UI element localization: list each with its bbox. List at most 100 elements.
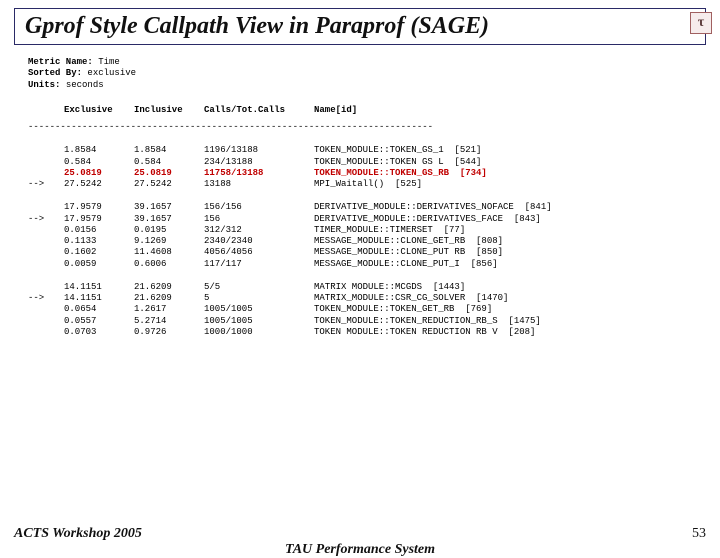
cell-inclusive: 25.0819 [134, 168, 204, 179]
cell-exclusive: 0.0654 [64, 304, 134, 315]
meta-metric: Metric Name: Time [28, 57, 700, 68]
cell-inclusive: 21.6209 [134, 293, 204, 304]
table-row: 0.00590.6006117/117MESSAGE_MODULE::CLONE… [28, 259, 700, 270]
cell-exclusive: 0.1133 [64, 236, 134, 247]
cell-name: MESSAGE_MODULE::CLONE_GET_RB [808] [314, 236, 503, 247]
meta-sorted: Sorted By: exclusive [28, 68, 700, 79]
col-inclusive: Inclusive [134, 105, 204, 116]
cell-name: TOKEN_MODULE::TOKEN_GS_RB [734] [314, 168, 487, 179]
data-block: 1.85841.85841196/13188TOKEN_MODULE::TOKE… [28, 145, 700, 190]
cell-exclusive: 17.9579 [64, 214, 134, 225]
cell-inclusive: 0.584 [134, 157, 204, 168]
meta-metric-value: Time [98, 57, 120, 67]
cell-exclusive: 25.0819 [64, 168, 134, 179]
table-row: 0.5840.584234/13188TOKEN_MODULE::TOKEN G… [28, 157, 700, 168]
cell-calls: 13188 [204, 179, 314, 190]
cell-exclusive: 14.1151 [64, 282, 134, 293]
cell-exclusive: 1.8584 [64, 145, 134, 156]
cell-calls: 117/117 [204, 259, 314, 270]
cell-exclusive: 14.1151 [64, 293, 134, 304]
data-blocks: 1.85841.85841196/13188TOKEN_MODULE::TOKE… [28, 145, 700, 338]
cell-name: MATRIX_MODULE::CSR_CG_SOLVER [1470] [314, 293, 508, 304]
arrow-indicator: --> [28, 214, 64, 225]
cell-name: TIMER_MODULE::TIMERSET [77] [314, 225, 465, 236]
cell-calls: 312/312 [204, 225, 314, 236]
cell-exclusive: 0.0156 [64, 225, 134, 236]
table-row: 14.115121.62095/5MATRIX MODULE::MCGDS [1… [28, 282, 700, 293]
cell-name: TOKEN_MODULE::TOKEN_GS_1 [521] [314, 145, 481, 156]
cell-name: MESSAGE_MODULE::CLONE_PUT RB [850] [314, 247, 503, 258]
profile-content: Metric Name: Time Sorted By: exclusive U… [0, 49, 720, 338]
cell-inclusive: 39.1657 [134, 214, 204, 225]
meta-metric-label: Metric Name: [28, 57, 93, 67]
tau-glyph: τ [698, 15, 704, 31]
cell-name: MATRIX MODULE::MCGDS [1443] [314, 282, 465, 293]
cell-name: MPI_Waitall() [525] [314, 179, 422, 190]
cell-name: TOKEN_MODULE::TOKEN GS L [544] [314, 157, 481, 168]
meta-units-label: Units: [28, 80, 60, 90]
table-row: 0.11339.12692340/2340MESSAGE_MODULE::CLO… [28, 236, 700, 247]
table-row: 1.85841.85841196/13188TOKEN_MODULE::TOKE… [28, 145, 700, 156]
cell-calls: 4056/4056 [204, 247, 314, 258]
cell-inclusive: 9.1269 [134, 236, 204, 247]
cell-exclusive: 17.9579 [64, 202, 134, 213]
table-row: 0.01560.0195312/312TIMER_MODULE::TIMERSE… [28, 225, 700, 236]
meta-units: Units: seconds [28, 80, 700, 91]
cell-calls: 1196/13188 [204, 145, 314, 156]
table-row: 17.957939.1657156/156DERIVATIVE_MODULE::… [28, 202, 700, 213]
cell-calls: 1005/1005 [204, 304, 314, 315]
tau-badge-icon: τ [690, 12, 712, 34]
cell-inclusive: 21.6209 [134, 282, 204, 293]
cell-calls: 5/5 [204, 282, 314, 293]
col-exclusive: Exclusive [64, 105, 134, 116]
cell-inclusive: 1.2617 [134, 304, 204, 315]
meta-units-value: seconds [66, 80, 104, 90]
cell-calls: 156/156 [204, 202, 314, 213]
footer-center: TAU Performance System [0, 542, 720, 558]
arrow-indicator: --> [28, 179, 64, 190]
cell-name: DERIVATIVE_MODULE::DERIVATIVES_FACE [843… [314, 214, 541, 225]
cell-exclusive: 0.0703 [64, 327, 134, 338]
table-row: --> 17.957939.1657156DERIVATIVE_MODULE::… [28, 214, 700, 225]
table-row: --> 27.524227.524213188MPI_Waitall() [52… [28, 179, 700, 190]
cell-name: DERIVATIVE_MODULE::DERIVATIVES_NOFACE [8… [314, 202, 552, 213]
cell-calls: 2340/2340 [204, 236, 314, 247]
cell-inclusive: 0.9726 [134, 327, 204, 338]
cell-calls: 1000/1000 [204, 327, 314, 338]
page-title: Gprof Style Callpath View in Paraprof (S… [25, 13, 489, 39]
cell-calls: 11758/13188 [204, 168, 314, 179]
cell-exclusive: 0.0059 [64, 259, 134, 270]
cell-calls: 156 [204, 214, 314, 225]
cell-name: TOKEN MODULE::TOKEN REDUCTION RB V [208] [314, 327, 535, 338]
col-calls: Calls/Tot.Calls [204, 105, 314, 116]
cell-calls: 5 [204, 293, 314, 304]
cell-inclusive: 11.4608 [134, 247, 204, 258]
cell-inclusive: 27.5242 [134, 179, 204, 190]
cell-inclusive: 5.2714 [134, 316, 204, 327]
cell-exclusive: 27.5242 [64, 179, 134, 190]
arrow-indicator: --> [28, 293, 64, 304]
cell-exclusive: 0.584 [64, 157, 134, 168]
meta-sorted-value: exclusive [87, 68, 136, 78]
table-row: 0.07030.97261000/1000TOKEN MODULE::TOKEN… [28, 327, 700, 338]
meta-sorted-label: Sorted By: [28, 68, 82, 78]
column-headers: ExclusiveInclusiveCalls/Tot.CallsName[id… [28, 105, 700, 116]
cell-inclusive: 39.1657 [134, 202, 204, 213]
table-row: 0.160211.46084056/4056MESSAGE_MODULE::CL… [28, 247, 700, 258]
table-row: 25.081925.081911758/13188TOKEN_MODULE::T… [28, 168, 700, 179]
table-row: 0.05575.27141005/1005TOKEN_MODULE::TOKEN… [28, 316, 700, 327]
cell-exclusive: 0.0557 [64, 316, 134, 327]
data-block: 17.957939.1657156/156DERIVATIVE_MODULE::… [28, 202, 700, 270]
cell-name: MESSAGE_MODULE::CLONE_PUT_I [856] [314, 259, 498, 270]
table-row: 0.06541.26171005/1005TOKEN_MODULE::TOKEN… [28, 304, 700, 315]
cell-inclusive: 1.8584 [134, 145, 204, 156]
cell-calls: 234/13188 [204, 157, 314, 168]
cell-name: TOKEN_MODULE::TOKEN_GET_RB [769] [314, 304, 492, 315]
table-row: --> 14.115121.62095MATRIX_MODULE::CSR_CG… [28, 293, 700, 304]
col-name: Name[id] [314, 105, 357, 116]
title-bar: Gprof Style Callpath View in Paraprof (S… [14, 8, 706, 45]
separator-rule: ----------------------------------------… [28, 122, 700, 133]
cell-name: TOKEN_MODULE::TOKEN_REDUCTION_RB_S [1475… [314, 316, 541, 327]
cell-exclusive: 0.1602 [64, 247, 134, 258]
cell-inclusive: 0.6006 [134, 259, 204, 270]
